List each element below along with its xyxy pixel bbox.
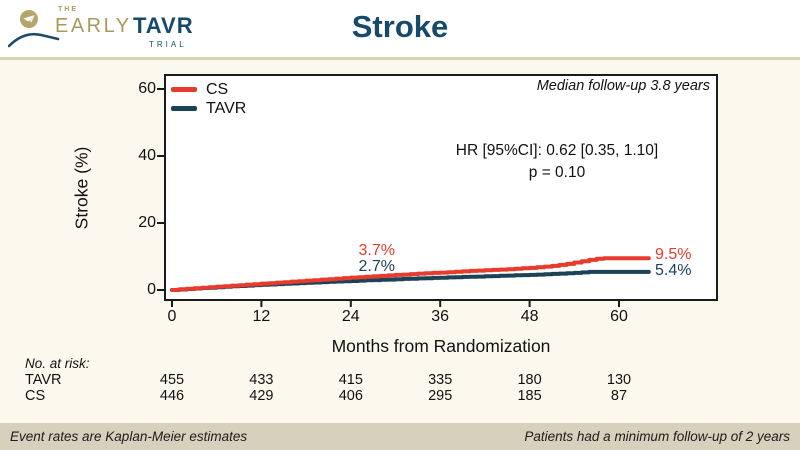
legend-label: CS [206,80,229,98]
x-tick-label: 24 [341,308,360,325]
valve-swoosh-icon [8,10,60,48]
risk-cell: 433 [249,372,274,388]
x-tick-label: 0 [167,308,177,325]
risk-cell: 406 [338,388,363,404]
risk-cell: 455 [159,372,185,388]
logo-word-tavr: TAVR [133,13,194,38]
x-axis-label: Months from Randomization [331,336,551,356]
hazard-ratio-text: HR [95%CI]: 0.62 [0.35, 1.10] [455,142,659,159]
risk-cell: 415 [338,372,363,388]
hazard-ratio-block: HR [95%CI]: 0.62 [0.35, 1.10] p = 0.10 [407,140,707,184]
footer-note-left: Event rates are Kaplan-Meier estimates [10,429,248,444]
x-tick-label: 36 [431,308,450,325]
y-axis-label: Stroke (%) [71,146,92,230]
p-value-text: p = 0.10 [528,164,586,181]
tavr-rate-final-label: 5.4% [655,262,692,279]
y-tick-label: 20 [138,214,156,231]
x-tick-label: 48 [520,308,539,325]
page-title: Stroke [351,9,449,44]
risk-cell: 446 [159,388,185,404]
y-tick-label: 60 [138,80,156,97]
legend-swatch [171,87,197,92]
tavr-rate-24mo-label: 2.7% [358,258,395,275]
risk-cell: 335 [428,372,453,388]
early-tavr-logo: THE EARLY TAVR TRIAL [0,0,220,57]
legend: CS TAVR [171,80,246,118]
logo-word-the: THE [58,6,78,13]
header: THE EARLY TAVR TRIAL Stroke [0,0,800,57]
legend-item: CS [171,80,246,99]
cs-rate-final-label: 9.5% [655,246,692,263]
y-tick-label: 40 [138,147,156,164]
legend-swatch [171,106,197,111]
footer-note-right: Patients had a minimum follow-up of 2 ye… [524,429,790,444]
header-divider [0,57,800,60]
risk-cell: 295 [428,388,453,404]
cs-rate-24mo-label: 3.7% [358,242,395,259]
logo-word-early: EARLY [55,15,132,37]
footer: Event rates are Kaplan-Meier estimates P… [0,423,800,450]
legend-item: TAVR [171,99,246,118]
risk-table-title: No. at risk: [25,356,90,371]
y-tick-label: 0 [147,281,156,298]
median-followup-note: Median follow-up 3.8 years [536,78,710,94]
risk-cell: 87 [610,388,628,404]
logo-word-trial: TRIAL [149,40,187,49]
risk-cell: 180 [517,372,542,388]
risk-cell: 429 [249,388,274,404]
x-tick-label: 12 [252,308,271,325]
risk-row-label: CS [25,388,46,404]
legend-label: TAVR [206,99,247,117]
x-tick-label: 60 [610,308,628,325]
risk-row-label: TAVR [25,372,62,388]
risk-cell: 130 [606,372,632,388]
risk-cell: 185 [517,388,542,404]
